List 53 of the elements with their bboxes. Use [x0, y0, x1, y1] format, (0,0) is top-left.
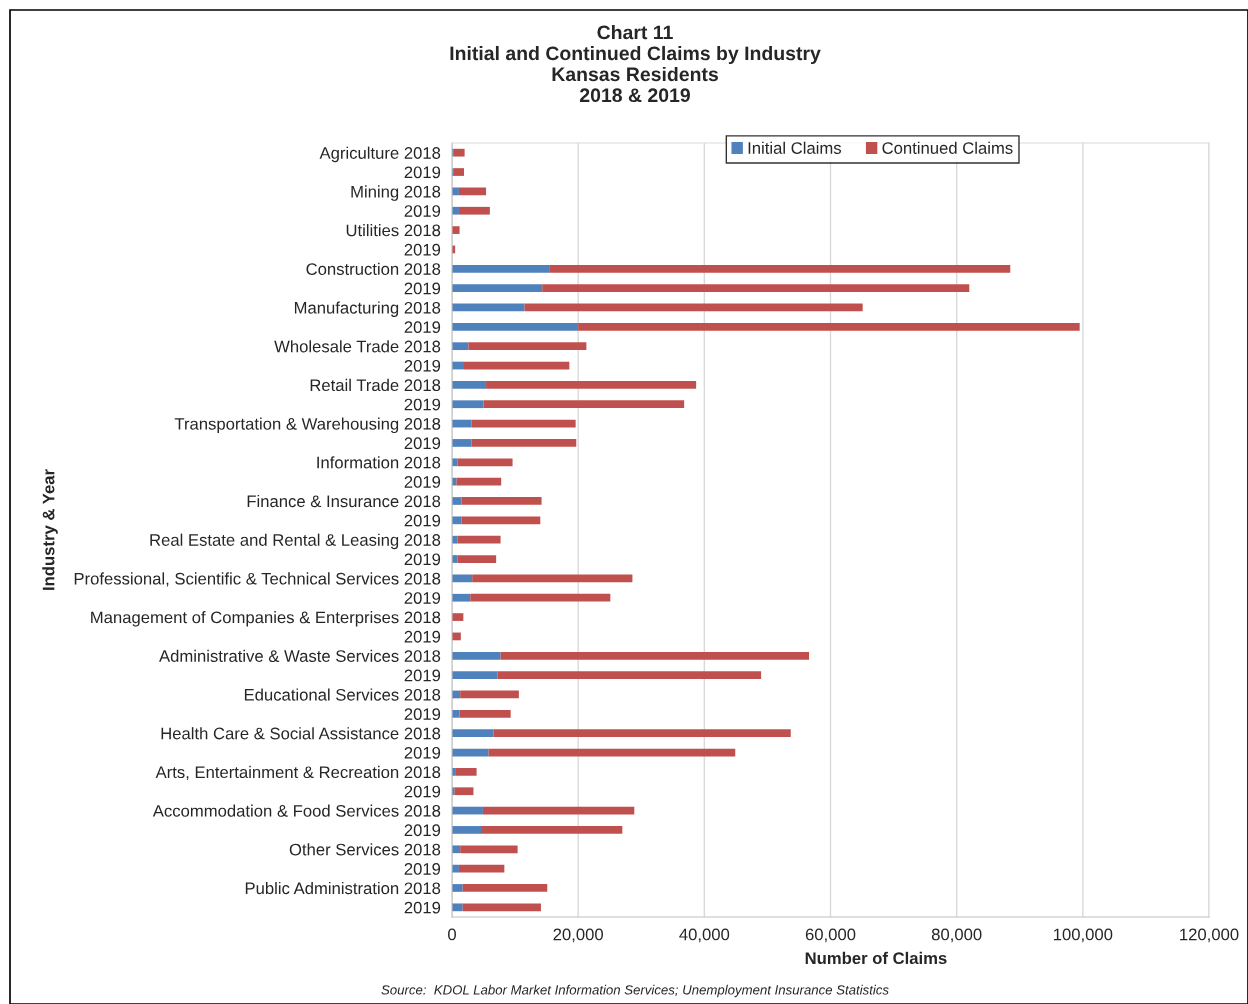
y-tick-label: 2019 [404, 166, 441, 179]
y-tick-label: 2019 [404, 592, 441, 604]
x-tick-label: 100,000 [1053, 928, 1113, 943]
y-tick-label: Retail Trade 2018 [310, 378, 441, 392]
y-tick-label: Construction 2018 [306, 262, 441, 275]
y-tick-label: Finance & Insurance 2018 [247, 494, 441, 508]
legend-label: Initial Claims [748, 141, 842, 154]
y-tick-label: 2019 [404, 630, 441, 643]
y-tick-label: Management of Companies & Enterprises 2018 [91, 611, 441, 627]
x-tick-label: 60,000 [805, 928, 856, 943]
y-tick-label: Administrative & Waste Services 2018 [159, 649, 441, 662]
y-tick-label: 2019 [404, 205, 441, 217]
y-tick-label: 2019 [404, 901, 441, 914]
y-tick-label: Mining 2018 [351, 185, 441, 201]
y-tick-label: 2019 [404, 359, 441, 372]
y-tick-label: 2019 [404, 824, 441, 837]
y-tick-label: 2019 [404, 282, 441, 295]
y-tick-label: 2019 [404, 243, 441, 256]
y-tick-label: Agriculture 2018 [319, 146, 441, 163]
source-note: Source: KDOL Labor Market Information Services; Unemployment Insurance Statistics [381, 984, 889, 998]
y-tick-label: Arts, Entertainment & Recreation 2018 [155, 765, 441, 781]
y-tick-label: Educational Services 2018 [244, 688, 441, 701]
y-tick-label: Real Estate and Rental & Leasing 2018 [150, 533, 441, 550]
y-tick-label: 2019 [404, 785, 441, 798]
y-axis-title: Industry & Year [42, 469, 58, 590]
x-tick-label: 80,000 [931, 928, 982, 943]
y-tick-label: Information 2018 [317, 456, 441, 469]
y-tick-label: Public Administration 2018 [245, 881, 441, 895]
x-axis-title: Number of Claims [805, 951, 947, 965]
y-tick-label: Health Care & Social Assistance 2018 [161, 727, 441, 740]
y-tick-label: 2019 [404, 746, 441, 759]
y-tick-label: Professional, Scientific & Technical Services 2018 [74, 572, 441, 587]
y-tick-label: 2019 [404, 708, 441, 721]
y-tick-label: 2019 [404, 437, 441, 450]
y-tick-label: 2019 [404, 553, 441, 566]
y-tick-label: 2019 [404, 514, 441, 527]
x-tick-label: 0 [448, 928, 456, 941]
y-tick-label: Accommodation & Food Services 2018 [152, 804, 441, 817]
y-tick-label: Wholesale Trade 2018 [274, 340, 441, 353]
y-tick-label: 2019 [404, 669, 441, 682]
y-tick-label: Utilities 2018 [346, 224, 441, 237]
y-tick-label: 2019 [404, 476, 441, 488]
chart-title: Chart 11 Initial and Continued Claims by Industry Kansas Residents 2018 & 2019 [450, 25, 821, 103]
y-tick-label: 2019 [404, 321, 441, 334]
y-tick-label: Transportation & Warehousing 2018 [174, 417, 441, 434]
x-tick-label: 40,000 [679, 928, 730, 943]
y-tick-label: Manufacturing 2018 [294, 301, 441, 317]
x-tick-label: 120,000 [1180, 928, 1239, 943]
y-tick-label: 2019 [404, 398, 441, 411]
y-tick-label: 2019 [404, 863, 441, 875]
x-tick-label: 20,000 [553, 928, 604, 943]
legend-label: Continued Claims [882, 141, 1013, 154]
y-tick-label: Other Services 2018 [289, 843, 441, 856]
